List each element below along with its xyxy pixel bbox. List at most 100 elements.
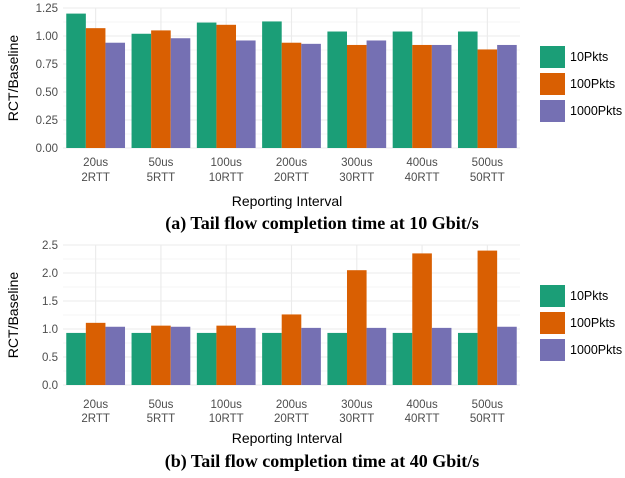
- bar-100pkts: [346, 270, 367, 385]
- bar-1000pkts: [301, 43, 321, 149]
- x-tick-label: 20us: [83, 399, 108, 411]
- legend-label: 1000Pkts: [570, 104, 622, 118]
- x-tick-label: 50RTT: [470, 413, 505, 425]
- x-tick-label: 20RTT: [274, 172, 309, 184]
- bar-1000pkts: [301, 327, 321, 385]
- legend-key-1000pkts: [540, 100, 565, 122]
- bar-1000pkts: [431, 44, 452, 148]
- x-tick-label: 5RTT: [147, 413, 176, 425]
- y-tick-label: 2.5: [42, 240, 58, 252]
- bar-10pkts: [327, 332, 347, 385]
- legend-label: 100Pkts: [570, 77, 615, 91]
- legend-label: 1000Pkts: [570, 343, 622, 357]
- x-tick-label: 30RTT: [339, 172, 374, 184]
- chart-a-caption: (a) Tail flow completion time at 10 Gbit…: [165, 213, 479, 234]
- bar-1000pkts: [236, 327, 256, 385]
- bar-100pkts: [281, 42, 302, 148]
- chart-a-y-axis-title: RCT/Baseline: [5, 35, 21, 122]
- x-tick-label: 300us: [341, 157, 373, 169]
- chart-a-y-ticks: 0.00 0.25 0.50 0.75 1.00 1.25: [36, 3, 58, 155]
- bar-100pkts: [477, 250, 498, 385]
- bar-1000pkts: [366, 327, 387, 385]
- bar-10pkts: [262, 332, 282, 385]
- y-tick-label: 0.25: [36, 115, 58, 127]
- bar-1000pkts: [105, 326, 126, 385]
- bar-100pkts: [216, 24, 237, 148]
- chart-a: 0.00 0.25 0.50 0.75 1.00 1.25 20us 2RTT 50us 5RT…: [5, 3, 622, 234]
- x-tick-label: 500us: [472, 157, 504, 169]
- x-tick-label: 200us: [276, 157, 308, 169]
- x-tick-label: 100us: [211, 399, 243, 411]
- bar-100pkts: [281, 314, 302, 385]
- bar-10pkts: [392, 31, 413, 148]
- chart-a-x-axis-title: Reporting Interval: [232, 193, 343, 209]
- bar-1000pkts: [170, 38, 191, 148]
- y-tick-label: 1.25: [36, 3, 58, 15]
- x-tick-label: 30RTT: [339, 413, 374, 425]
- bar-100pkts: [85, 28, 106, 148]
- bar-10pkts: [131, 33, 152, 149]
- legend-label: 100Pkts: [570, 316, 615, 330]
- chart-b-x-ticks: 20us 2RTT 50us 5RTT 100us 10RTT 200us 20RTT 300u…: [81, 399, 504, 425]
- bar-1000pkts: [366, 40, 387, 149]
- x-tick-label: 50RTT: [470, 172, 505, 184]
- chart-b-y-ticks: 0.0 0.5 1.0 1.5 2.0 2.5: [42, 240, 58, 392]
- chart-b-x-axis-title: Reporting Interval: [232, 430, 343, 446]
- x-tick-label: 400us: [406, 399, 438, 411]
- bar-10pkts: [392, 332, 413, 385]
- y-tick-label: 1.5: [42, 296, 58, 308]
- chart-b-y-axis-title: RCT/Baseline: [5, 272, 21, 359]
- bar-1000pkts: [497, 326, 517, 385]
- legend-key-10pkts: [540, 46, 565, 68]
- x-tick-label: 100us: [211, 157, 243, 169]
- legend-label: 10Pkts: [570, 50, 608, 64]
- bar-1000pkts: [497, 44, 517, 148]
- y-tick-label: 1.00: [36, 31, 58, 43]
- x-tick-label: 200us: [276, 399, 308, 411]
- bar-10pkts: [457, 31, 478, 148]
- bar-10pkts: [262, 21, 282, 148]
- x-tick-label: 10RTT: [209, 172, 244, 184]
- bar-10pkts: [66, 13, 86, 148]
- y-tick-label: 0.50: [36, 87, 58, 99]
- chart-b-legend: 10Pkts 100Pkts 1000Pkts: [540, 285, 622, 361]
- bar-10pkts: [457, 332, 478, 385]
- legend-key-100pkts: [540, 312, 565, 334]
- x-tick-label: 5RTT: [147, 172, 176, 184]
- y-tick-label: 1.0: [42, 324, 58, 336]
- x-tick-label: 40RTT: [405, 172, 440, 184]
- bar-10pkts: [66, 332, 86, 385]
- y-tick-label: 0.5: [42, 352, 58, 364]
- bar-10pkts: [131, 332, 152, 385]
- bar-1000pkts: [105, 42, 126, 148]
- x-tick-label: 300us: [341, 399, 373, 411]
- bar-10pkts: [196, 332, 217, 385]
- chart-b-caption: (b) Tail flow completion time at 40 Gbit…: [165, 451, 480, 472]
- bar-100pkts: [477, 49, 498, 148]
- chart-b: 0.0 0.5 1.0 1.5 2.0 2.5 20us 2RTT 50us 5RTT 100us…: [5, 240, 622, 472]
- bar-100pkts: [412, 44, 432, 148]
- x-tick-label: 20us: [83, 157, 108, 169]
- y-tick-label: 0.00: [36, 143, 58, 155]
- bar-100pkts: [85, 322, 106, 385]
- legend-key-100pkts: [540, 73, 565, 95]
- legend-label: 10Pkts: [570, 289, 608, 303]
- bar-100pkts: [216, 325, 237, 385]
- x-tick-label: 50us: [148, 157, 173, 169]
- y-tick-label: 2.0: [42, 268, 58, 280]
- legend-key-10pkts: [540, 285, 565, 307]
- y-tick-label: 0.0: [42, 380, 58, 392]
- bar-10pkts: [196, 22, 217, 149]
- x-tick-label: 500us: [472, 399, 504, 411]
- bar-100pkts: [151, 30, 171, 148]
- chart-a-legend: 10Pkts 100Pkts 1000Pkts: [540, 46, 622, 122]
- x-tick-label: 2RTT: [81, 413, 110, 425]
- bar-100pkts: [412, 253, 432, 385]
- x-tick-label: 50us: [148, 399, 173, 411]
- y-tick-label: 0.75: [36, 59, 58, 71]
- chart-a-bars: [66, 13, 517, 149]
- bar-100pkts: [346, 44, 367, 148]
- legend-key-1000pkts: [540, 339, 565, 361]
- bar-1000pkts: [236, 40, 256, 149]
